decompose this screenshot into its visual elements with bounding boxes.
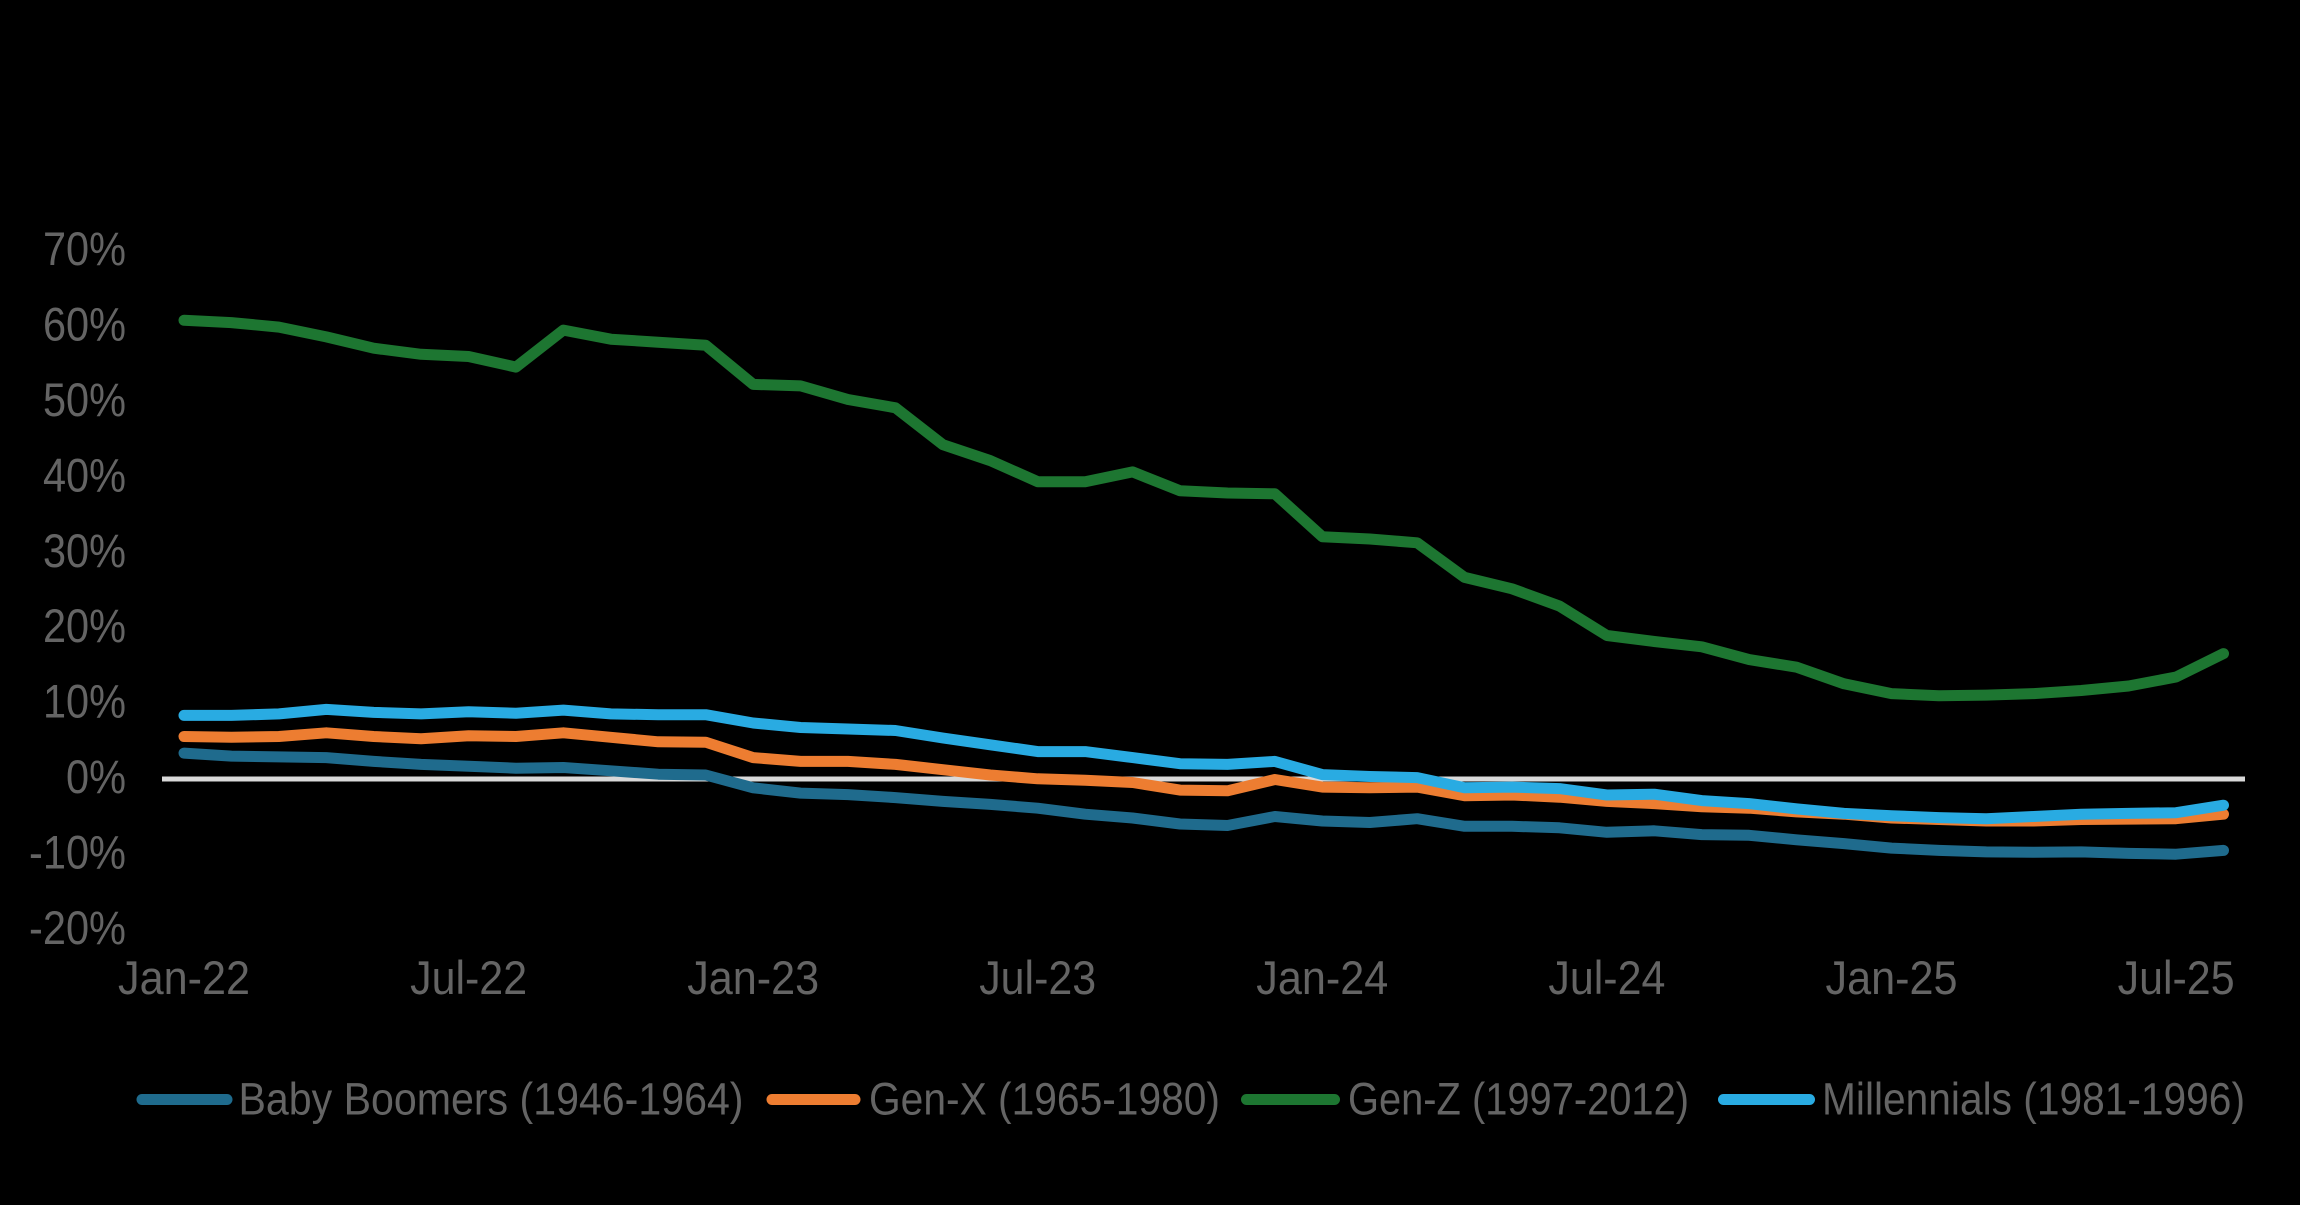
svg-text:Jul-23: Jul-23 [979,951,1096,1004]
svg-text:Jul-22: Jul-22 [410,951,527,1004]
svg-text:Jul-25: Jul-25 [2118,951,2235,1004]
svg-text:40%: 40% [43,448,126,501]
svg-text:20%: 20% [43,599,126,652]
svg-text:Jan-25: Jan-25 [1826,951,1958,1004]
svg-text:Jan-22: Jan-22 [118,951,250,1004]
svg-text:Jan-24: Jan-24 [1256,951,1388,1004]
svg-text:50%: 50% [43,373,126,426]
svg-text:Millennials (1981-1996): Millennials (1981-1996) [1822,1074,2245,1125]
svg-text:60%: 60% [43,298,126,351]
svg-text:Jul-24: Jul-24 [1548,951,1665,1004]
svg-text:Gen-X (1965-1980): Gen-X (1965-1980) [869,1074,1220,1125]
svg-text:-10%: -10% [29,825,126,878]
svg-text:70%: 70% [43,222,126,275]
svg-text:Gen-Z (1997-2012): Gen-Z (1997-2012) [1348,1074,1689,1125]
svg-text:0%: 0% [66,750,126,803]
svg-text:Baby Boomers (1946-1964): Baby Boomers (1946-1964) [239,1074,744,1125]
svg-text:-20%: -20% [29,901,126,954]
svg-text:Jan-23: Jan-23 [687,951,819,1004]
svg-text:30%: 30% [43,524,126,577]
svg-text:10%: 10% [43,675,126,728]
